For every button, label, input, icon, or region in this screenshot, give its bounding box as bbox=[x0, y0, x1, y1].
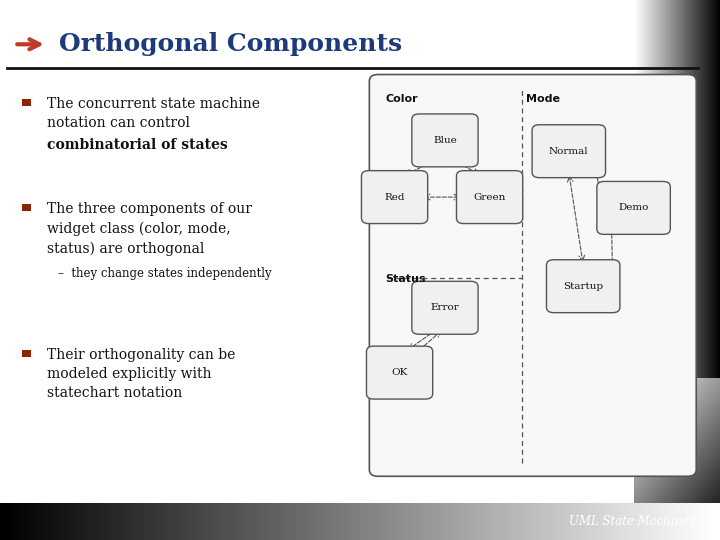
Text: The three components of our
widget class (color, mode,
status) are orthogonal: The three components of our widget class… bbox=[47, 202, 252, 255]
Text: Blue: Blue bbox=[433, 136, 456, 145]
Text: Normal: Normal bbox=[549, 147, 589, 156]
FancyBboxPatch shape bbox=[366, 346, 433, 399]
FancyBboxPatch shape bbox=[22, 204, 31, 211]
Text: UML State Machines: UML State Machines bbox=[569, 515, 695, 528]
Text: –  they change states independently: – they change states independently bbox=[58, 267, 271, 280]
Text: Demo: Demo bbox=[618, 204, 649, 212]
Text: Green: Green bbox=[474, 193, 505, 201]
FancyBboxPatch shape bbox=[412, 281, 478, 334]
Text: Color: Color bbox=[385, 94, 418, 105]
Text: Their orthogonality can be
modeled explicitly with
statechart notation: Their orthogonality can be modeled expli… bbox=[47, 348, 235, 400]
Text: Startup: Startup bbox=[563, 282, 603, 291]
Text: Orthogonal Components: Orthogonal Components bbox=[59, 32, 402, 56]
Text: Status: Status bbox=[385, 274, 426, 284]
FancyBboxPatch shape bbox=[412, 114, 478, 167]
FancyBboxPatch shape bbox=[546, 260, 620, 313]
Text: The concurrent state machine
notation can control: The concurrent state machine notation ca… bbox=[47, 97, 260, 130]
FancyBboxPatch shape bbox=[456, 171, 523, 224]
FancyBboxPatch shape bbox=[369, 75, 696, 476]
Text: Error: Error bbox=[431, 303, 459, 312]
Text: Red: Red bbox=[384, 193, 405, 201]
FancyBboxPatch shape bbox=[532, 125, 606, 178]
Text: OK: OK bbox=[392, 368, 408, 377]
Text: combinatorial of states: combinatorial of states bbox=[47, 138, 228, 152]
FancyBboxPatch shape bbox=[22, 99, 31, 106]
FancyBboxPatch shape bbox=[597, 181, 670, 234]
Text: Mode: Mode bbox=[526, 94, 559, 105]
FancyBboxPatch shape bbox=[361, 171, 428, 224]
FancyBboxPatch shape bbox=[22, 350, 31, 357]
